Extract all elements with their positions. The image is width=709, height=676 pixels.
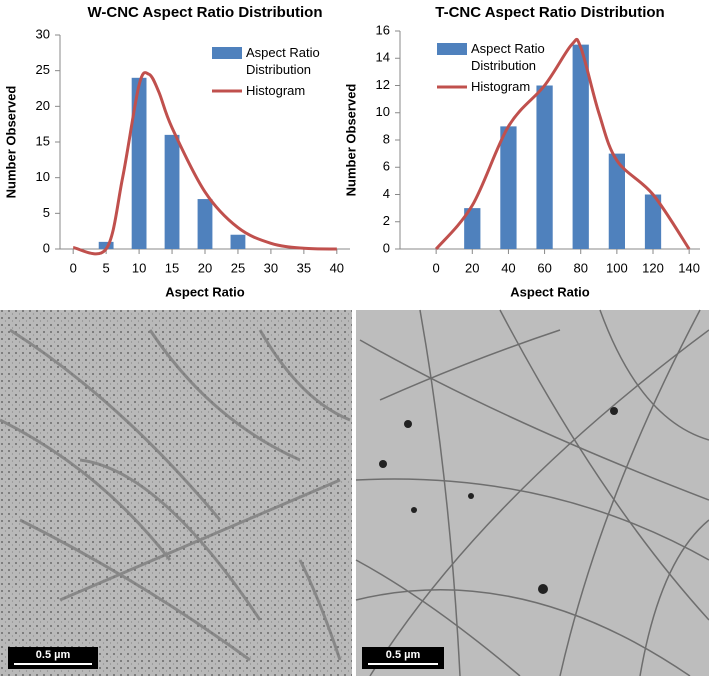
x-tick-label: 10 — [132, 260, 146, 275]
x-tick-label: 35 — [297, 260, 311, 275]
y-tick-label: 6 — [383, 159, 390, 174]
bar — [131, 77, 147, 249]
tem-image-right — [355, 309, 709, 676]
bar — [572, 44, 589, 249]
x-tick-label: 5 — [103, 260, 110, 275]
line — [434, 37, 691, 250]
x-tick-label: 25 — [231, 260, 245, 275]
x-tick-label: 60 — [537, 260, 551, 275]
bar — [197, 199, 213, 249]
x-tick-label: 120 — [642, 260, 664, 275]
bar — [164, 134, 180, 249]
x-tick-label: 140 — [678, 260, 700, 275]
y-tick-label: 8 — [383, 131, 390, 146]
y-tick-label: 5 — [43, 205, 50, 220]
x-tick-label: 100 — [606, 260, 628, 275]
y-tick-label: 10 — [36, 169, 50, 184]
scale-bar-label: 0.5 µm — [386, 649, 421, 661]
y-tick-label: 16 — [376, 22, 390, 37]
y-tick-label: 15 — [36, 133, 50, 148]
x-tick-label: 0 — [433, 260, 440, 275]
legend-label: Histogram — [246, 83, 306, 98]
line — [72, 71, 337, 256]
bar — [230, 234, 246, 249]
scale-bar-label: 0.5 µm — [36, 649, 71, 661]
x-tick-label: 20 — [465, 260, 479, 275]
y-axis-title: Number Observed — [343, 84, 358, 197]
bar — [464, 208, 481, 249]
chart-title: W-CNC Aspect Ratio Distribution — [88, 4, 323, 21]
bar — [500, 126, 517, 249]
y-tick-label: 12 — [376, 77, 390, 92]
y-tick-label: 0 — [43, 240, 50, 255]
x-tick-label: 80 — [573, 260, 587, 275]
x-tick-label: 15 — [165, 260, 179, 275]
tem-image-left — [0, 310, 352, 676]
x-tick-label: 30 — [264, 260, 278, 275]
y-tick-label: 10 — [376, 104, 390, 119]
bar — [536, 85, 553, 249]
x-axis-title: Aspect Ratio — [510, 284, 590, 299]
y-tick-label: 30 — [36, 26, 50, 41]
chart-title: T-CNC Aspect Ratio Distribution — [435, 4, 664, 21]
y-tick-label: 25 — [36, 62, 50, 77]
bar — [608, 153, 625, 249]
x-axis-title: Aspect Ratio — [165, 284, 245, 299]
bar — [644, 194, 662, 249]
legend-label: Aspect Ratio Distribution — [246, 45, 320, 77]
y-tick-label: 4 — [383, 186, 390, 201]
legend-swatch — [437, 43, 467, 55]
x-tick-label: 40 — [330, 260, 344, 275]
y-tick-label: 2 — [383, 213, 390, 228]
x-tick-label: 40 — [501, 260, 515, 275]
bar — [98, 241, 114, 249]
x-tick-label: 0 — [70, 260, 77, 275]
y-axis-title: Number Observed — [3, 86, 18, 199]
y-tick-label: 14 — [376, 50, 390, 65]
legend-label: Aspect Ratio Distribution — [471, 41, 545, 73]
legend-swatch — [212, 47, 242, 59]
legend-label: Histogram — [471, 79, 531, 94]
x-tick-label: 20 — [198, 260, 212, 275]
y-tick-label: 20 — [36, 98, 50, 113]
y-tick-label: 0 — [383, 240, 390, 255]
